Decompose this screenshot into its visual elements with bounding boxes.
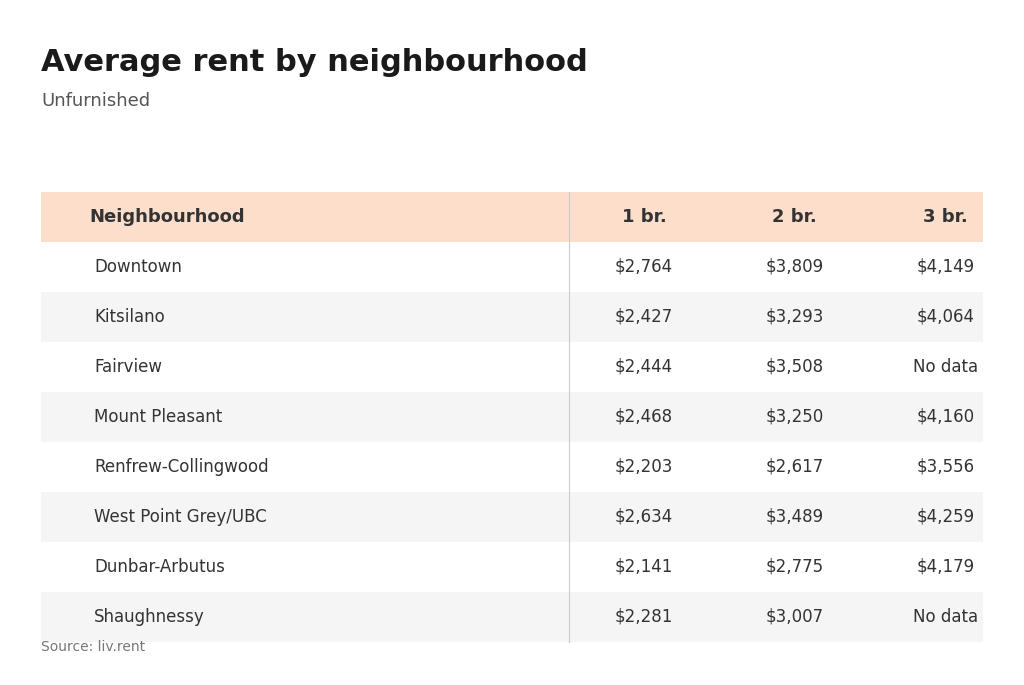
Text: $2,444: $2,444 xyxy=(614,358,673,376)
Text: $2,617: $2,617 xyxy=(766,458,823,476)
FancyBboxPatch shape xyxy=(41,342,983,392)
Text: No data: No data xyxy=(912,608,978,626)
Text: Dunbar-Arbutus: Dunbar-Arbutus xyxy=(94,558,225,576)
FancyBboxPatch shape xyxy=(41,492,983,542)
Text: Renfrew-Collingwood: Renfrew-Collingwood xyxy=(94,458,268,476)
FancyBboxPatch shape xyxy=(41,292,983,342)
Text: $3,489: $3,489 xyxy=(766,508,823,526)
Text: $4,149: $4,149 xyxy=(916,258,975,276)
Text: $3,250: $3,250 xyxy=(766,408,823,426)
Text: $4,160: $4,160 xyxy=(916,408,975,426)
Text: Downtown: Downtown xyxy=(94,258,182,276)
FancyBboxPatch shape xyxy=(41,542,983,592)
Text: $3,508: $3,508 xyxy=(766,358,823,376)
Text: $4,064: $4,064 xyxy=(916,308,975,326)
Text: $2,764: $2,764 xyxy=(614,258,673,276)
Text: $2,427: $2,427 xyxy=(614,308,673,326)
Text: 2 br.: 2 br. xyxy=(772,208,817,226)
Text: $4,179: $4,179 xyxy=(916,558,975,576)
Text: Kitsilano: Kitsilano xyxy=(94,308,165,326)
Text: $3,809: $3,809 xyxy=(766,258,823,276)
Text: Source: liv.rent: Source: liv.rent xyxy=(41,640,145,654)
Text: $2,141: $2,141 xyxy=(614,558,673,576)
FancyBboxPatch shape xyxy=(41,592,983,642)
FancyBboxPatch shape xyxy=(41,192,983,242)
FancyBboxPatch shape xyxy=(41,392,983,442)
FancyBboxPatch shape xyxy=(41,242,983,292)
Text: $4,259: $4,259 xyxy=(916,508,975,526)
Text: Shaughnessy: Shaughnessy xyxy=(94,608,205,626)
Text: Average rent by neighbourhood: Average rent by neighbourhood xyxy=(41,48,588,77)
Text: $3,007: $3,007 xyxy=(766,608,823,626)
FancyBboxPatch shape xyxy=(41,442,983,492)
Text: $2,468: $2,468 xyxy=(614,408,673,426)
Text: $2,281: $2,281 xyxy=(614,608,673,626)
Text: $2,775: $2,775 xyxy=(766,558,823,576)
Text: $3,293: $3,293 xyxy=(765,308,824,326)
Text: $3,556: $3,556 xyxy=(916,458,975,476)
Text: $2,203: $2,203 xyxy=(614,458,673,476)
Text: Unfurnished: Unfurnished xyxy=(41,92,151,110)
Text: No data: No data xyxy=(912,358,978,376)
Text: Fairview: Fairview xyxy=(94,358,162,376)
Text: $2,634: $2,634 xyxy=(614,508,673,526)
Text: 3 br.: 3 br. xyxy=(923,208,968,226)
Text: Neighbourhood: Neighbourhood xyxy=(89,208,245,226)
Text: Mount Pleasant: Mount Pleasant xyxy=(94,408,222,426)
Text: 1 br.: 1 br. xyxy=(622,208,667,226)
Text: West Point Grey/UBC: West Point Grey/UBC xyxy=(94,508,267,526)
